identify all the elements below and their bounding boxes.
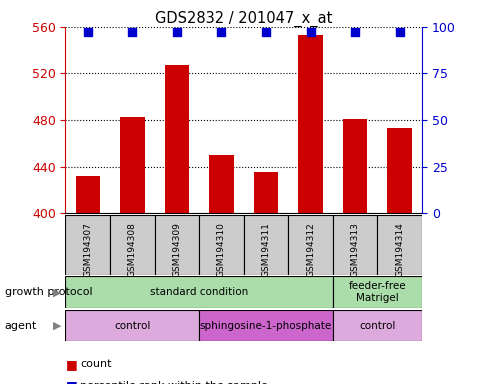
Text: GSM194309: GSM194309 (172, 222, 181, 277)
Point (217, 30, 225, 36)
Title: GDS2832 / 201047_x_at: GDS2832 / 201047_x_at (155, 11, 332, 27)
Bar (199, 215, 243, 275)
Bar (377, 215, 421, 275)
Point (84, 30, 91, 36)
Bar (332, 215, 377, 275)
Text: control: control (114, 321, 150, 331)
Bar (253, 172, 278, 213)
Text: GSM194311: GSM194311 (261, 222, 270, 277)
Text: growth protocol: growth protocol (5, 287, 92, 297)
Point (173, 30, 181, 36)
Text: agent: agent (5, 321, 37, 331)
Bar (332, 310, 421, 341)
Text: GSM194310: GSM194310 (216, 222, 226, 277)
Bar (65, 310, 199, 341)
Bar (110, 215, 154, 275)
Point (261, 30, 269, 36)
Bar (209, 155, 233, 213)
Bar (65, 215, 110, 275)
Text: GSM194312: GSM194312 (305, 222, 315, 277)
Bar (164, 65, 189, 213)
Bar (287, 215, 332, 275)
Text: count: count (80, 359, 111, 369)
Text: feeder-free
Matrigel: feeder-free Matrigel (348, 281, 406, 303)
Bar (298, 35, 322, 213)
Point (128, 30, 136, 36)
Text: percentile rank within the sample: percentile rank within the sample (80, 381, 267, 384)
Bar (199, 310, 332, 341)
Bar (387, 128, 411, 213)
Bar (65, 276, 332, 308)
Text: GSM194307: GSM194307 (83, 222, 92, 277)
Text: standard condition: standard condition (150, 287, 248, 297)
Text: GSM194314: GSM194314 (394, 222, 403, 277)
Bar (154, 215, 199, 275)
Bar (76, 176, 100, 213)
Point (395, 30, 403, 36)
Text: ■: ■ (65, 358, 77, 371)
Text: ▶: ▶ (52, 321, 61, 331)
Text: ▶: ▶ (52, 287, 61, 297)
Text: GSM194308: GSM194308 (128, 222, 136, 277)
Text: sphingosine-1-phosphate: sphingosine-1-phosphate (199, 321, 332, 331)
Text: control: control (359, 321, 395, 331)
Text: ■: ■ (65, 379, 77, 384)
Bar (332, 276, 421, 308)
Text: GSM194313: GSM194313 (350, 222, 359, 277)
Bar (342, 119, 366, 213)
Bar (243, 215, 287, 275)
Point (306, 30, 314, 36)
Point (350, 30, 358, 36)
Bar (120, 116, 144, 213)
